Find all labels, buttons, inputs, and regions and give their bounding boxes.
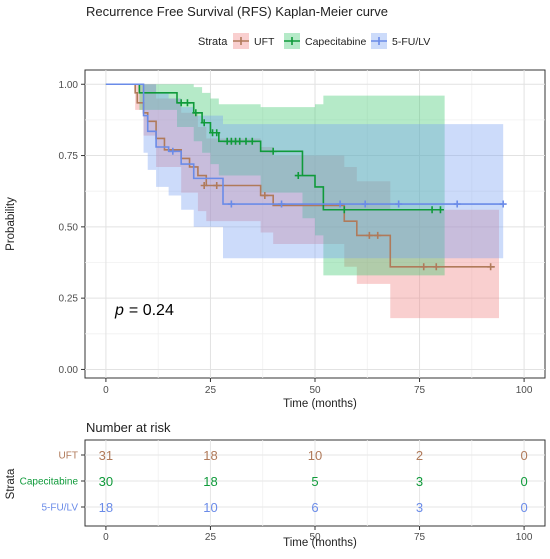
ci-band-uft bbox=[105, 84, 499, 319]
legend-key-mark bbox=[233, 37, 249, 45]
p-value-annotation: p = 0.24 bbox=[114, 302, 174, 319]
risk-gridlines bbox=[85, 440, 545, 526]
risk-cell-uft: 31 bbox=[99, 448, 113, 463]
censor-mark-5-fu-lv bbox=[499, 200, 507, 208]
risk-cell-5-fu-lv: 6 bbox=[311, 500, 318, 515]
legend-key-mark bbox=[284, 37, 300, 45]
censor-mark-uft bbox=[420, 263, 428, 271]
censor-mark-capecitabine bbox=[248, 137, 256, 145]
censor-mark-capecitabine bbox=[236, 137, 244, 145]
risk-cell-uft: 18 bbox=[203, 448, 217, 463]
risk-row-label-uft: UFT bbox=[59, 451, 78, 462]
censor-mark-5-fu-lv bbox=[169, 147, 177, 155]
censor-mark-capecitabine bbox=[294, 172, 302, 180]
censor-mark-capecitabine bbox=[200, 119, 208, 127]
risk-cell-capecitabine: 30 bbox=[99, 474, 113, 489]
survival-plot-panel: 0 25 50 75 100 0.00 0.25 0.50 0.75 1.00 bbox=[59, 69, 546, 396]
p-value: = 0.24 bbox=[129, 302, 174, 319]
x-tick-label: 0 bbox=[103, 385, 109, 396]
legend-label-uft: UFT bbox=[254, 36, 275, 48]
censor-mark-uft bbox=[200, 182, 208, 189]
censor-mark-5-fu-lv bbox=[361, 200, 369, 208]
risk-y-axis-label: Strata bbox=[5, 468, 17, 499]
censor-mark-uft bbox=[487, 263, 495, 271]
risk-x-tick-label: 100 bbox=[516, 532, 533, 543]
censor-marks bbox=[169, 99, 507, 271]
x-tick-label: 75 bbox=[414, 385, 426, 396]
censor-mark-uft bbox=[213, 182, 221, 189]
x-tick-label: 25 bbox=[205, 385, 217, 396]
gridlines bbox=[85, 70, 545, 378]
risk-x-tick-label: 0 bbox=[103, 532, 109, 543]
x-tick-label: 100 bbox=[516, 385, 533, 396]
risk-cell-5-fu-lv: 3 bbox=[416, 500, 423, 515]
censor-mark-5-fu-lv bbox=[453, 200, 461, 208]
risk-cell-capecitabine: 0 bbox=[520, 474, 527, 489]
main-axes: 0 25 50 75 100 0.00 0.25 0.50 0.75 1.00 bbox=[59, 80, 533, 396]
censor-mark-5-fu-lv bbox=[336, 200, 344, 208]
y-tick-label: 0.75 bbox=[59, 151, 79, 162]
risk-row-label-5-fu-lv: 5-FU/LV bbox=[42, 503, 79, 514]
confidence-bands bbox=[105, 84, 504, 319]
risk-cell-5-fu-lv: 18 bbox=[99, 500, 113, 515]
legend: Strata UFT Capecitabine 5-FU/LV bbox=[198, 33, 430, 49]
risk-cell-capecitabine: 18 bbox=[203, 474, 217, 489]
ci-band-5-fu-lv bbox=[105, 84, 504, 259]
y-tick-label: 0.50 bbox=[59, 222, 79, 233]
risk-cell-uft: 10 bbox=[308, 448, 322, 463]
risk-x-tick-label: 50 bbox=[309, 532, 321, 543]
censor-mark-uft bbox=[365, 231, 373, 239]
censor-mark-5-fu-lv bbox=[227, 200, 235, 208]
risk-row-label-capecitabine: Capecitabine bbox=[20, 477, 79, 488]
risk-cell-5-fu-lv: 0 bbox=[520, 500, 527, 515]
risk-x-axis-label: Time (months) bbox=[283, 537, 357, 549]
censor-mark-uft bbox=[432, 263, 440, 271]
censor-mark-capecitabine bbox=[269, 147, 277, 155]
curve-5-fu-lv bbox=[105, 83, 504, 205]
censor-mark-uft bbox=[374, 231, 382, 239]
censor-mark-5-fu-lv bbox=[278, 200, 286, 208]
legend-label-capecitabine: Capecitabine bbox=[305, 36, 366, 48]
risk-cells: 31 18 10 2 030 18 5 3 018 10 6 3 0 bbox=[99, 448, 528, 515]
y-tick-label: 0.00 bbox=[59, 365, 79, 376]
legend-label-5-fu-lv: 5-FU/LV bbox=[392, 36, 430, 48]
censor-mark-5-fu-lv bbox=[395, 200, 403, 208]
ci-band-capecitabine bbox=[105, 84, 445, 276]
risk-cell-uft: 0 bbox=[520, 448, 527, 463]
chart-title: Recurrence Free Survival (RFS) Kaplan-Me… bbox=[86, 4, 388, 19]
y-axis-label: Probability bbox=[5, 197, 17, 251]
risk-cell-5-fu-lv: 10 bbox=[203, 500, 217, 515]
censor-mark-capecitabine bbox=[340, 206, 348, 214]
risk-cell-uft: 2 bbox=[416, 448, 423, 463]
risk-x-tick-label: 25 bbox=[205, 532, 217, 543]
censor-mark-capecitabine bbox=[192, 109, 200, 117]
censor-mark-capecitabine bbox=[428, 206, 436, 214]
y-tick-label: 1.00 bbox=[59, 80, 79, 91]
risk-cell-capecitabine: 3 bbox=[416, 474, 423, 489]
x-tick-label: 50 bbox=[309, 385, 321, 396]
x-axis-label: Time (months) bbox=[283, 398, 357, 410]
risk-table-panel: 31 18 10 2 030 18 5 3 018 10 6 3 0 UFTCapecitabine5-… bbox=[20, 439, 546, 544]
risk-x-tick-label: 75 bbox=[414, 532, 426, 543]
censor-mark-capecitabine bbox=[242, 137, 250, 145]
censor-mark-capecitabine bbox=[436, 206, 444, 214]
censor-mark-capecitabine bbox=[213, 129, 221, 137]
legend-title: Strata bbox=[198, 36, 228, 48]
censor-mark-capecitabine bbox=[177, 99, 185, 107]
risk-table-title: Number at risk bbox=[86, 420, 171, 435]
risk-cell-capecitabine: 5 bbox=[311, 474, 318, 489]
censor-mark-uft bbox=[261, 191, 269, 199]
p-label: p bbox=[114, 302, 124, 319]
legend-key-mark bbox=[371, 37, 387, 45]
y-tick-label: 0.25 bbox=[59, 294, 79, 305]
censor-mark-capecitabine bbox=[183, 99, 191, 107]
